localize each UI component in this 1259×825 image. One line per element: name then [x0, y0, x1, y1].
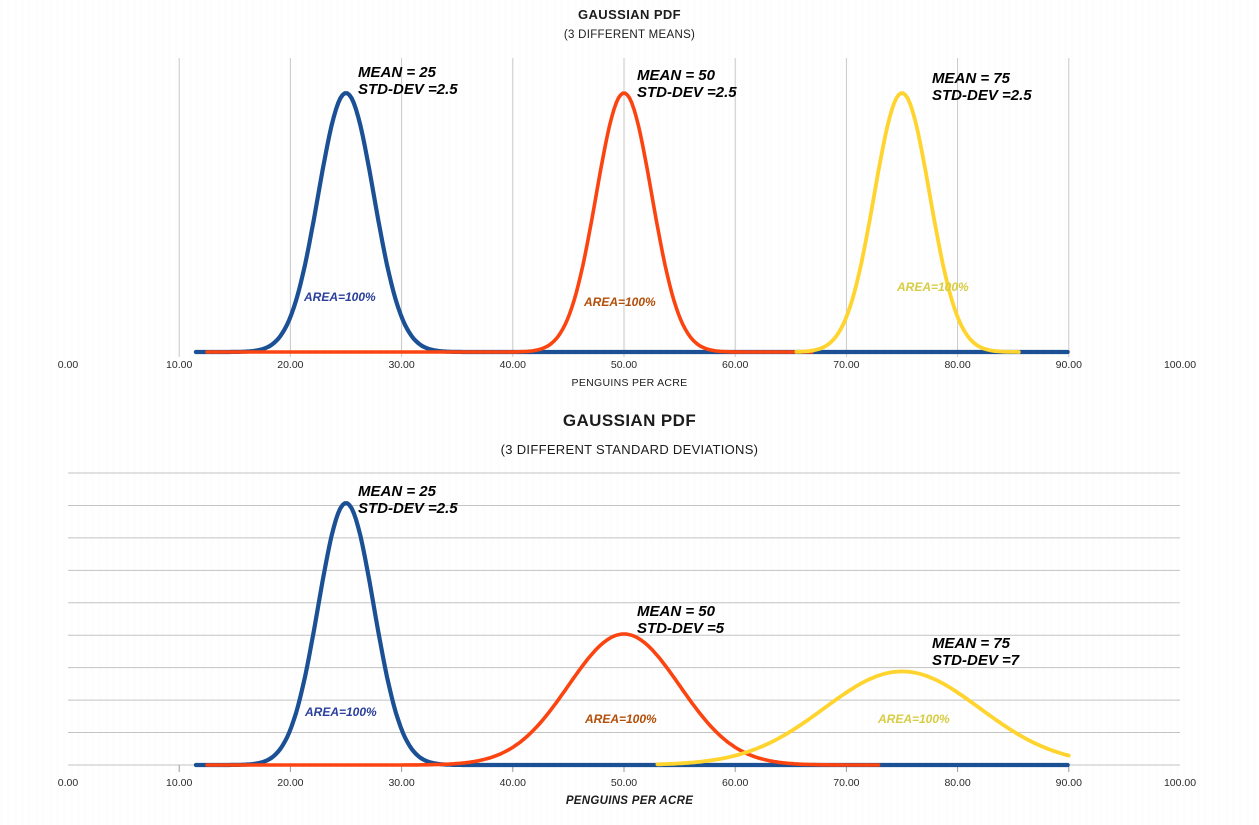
gaussian-curve-gaussian-mean-25-std-2.5 [193, 501, 1070, 768]
x-tick-label: 100.00 [1163, 359, 1197, 371]
gaussian-curve-gaussian-mean-25-std-2.5 [193, 91, 1070, 355]
chart-gaussian-stddevs: GAUSSIAN PDF (3 DIFFERENT STANDARD DEVIA… [0, 405, 1259, 825]
x-tick-label: 90.00 [1055, 359, 1082, 371]
mean-annotation-line: MEAN = 25 [358, 64, 436, 81]
x-axis-label: PENGUINS PER ACRE [571, 377, 688, 389]
stddev-annotation-line: STD-DEV =7 [932, 652, 1020, 670]
mean-std-annotation: MEAN = 25 STD-DEV =2.5 [358, 64, 458, 98]
x-tick-label: 60.00 [722, 777, 749, 789]
x-tick-label: 80.00 [944, 777, 971, 789]
gaussian-curves-plot-means [178, 58, 1070, 357]
gaussian-curve-gaussian-mean-50-std-2.5 [205, 91, 814, 354]
x-tick-label: 80.00 [944, 359, 971, 371]
chart-subtitle: (3 DIFFERENT MEANS) [563, 29, 696, 41]
x-axis-label: PENGUINS PER ACRE [565, 795, 694, 807]
area-label: AREA=100% [897, 280, 969, 294]
x-tick-label: 20.00 [277, 777, 304, 789]
mean-std-annotation: MEAN = 75 STD-DEV =7 [932, 635, 1019, 669]
x-tick-label: 90.00 [1055, 777, 1082, 789]
mean-std-annotation: MEAN = 25 STD-DEV =2.5 [358, 483, 458, 517]
mean-annotation-line: MEAN = 50 [637, 603, 715, 620]
stddev-annotation-line: STD-DEV =2.5 [358, 81, 458, 98]
x-tick-label: 50.00 [610, 777, 638, 789]
x-tick-label: 10.00 [166, 359, 193, 371]
x-tick-label: 100.00 [1163, 777, 1197, 789]
x-tick-label: 40.00 [499, 359, 526, 371]
x-tick-label: 0.00 [57, 777, 79, 789]
gaussian-curve-gaussian-mean-75-std-2.5 [794, 91, 1021, 354]
area-label: AREA=100% [305, 705, 377, 719]
x-tick-label: 60.00 [722, 359, 749, 371]
x-tick-label: 70.00 [833, 359, 860, 371]
stddev-annotation-line: STD-DEV =5 [637, 620, 725, 637]
mean-annotation-line: MEAN = 25 [358, 483, 436, 500]
gaussian-curves-plot-stddevs [68, 472, 1180, 772]
mean-std-annotation: MEAN = 75 STD-DEV =2.5 [932, 70, 1032, 104]
area-label: AREA=100% [585, 712, 657, 726]
gaussian-curve-gaussian-mean-75-std-7 [655, 669, 1071, 767]
area-label: AREA=100% [584, 295, 656, 309]
x-tick-label: 0.00 [57, 359, 79, 371]
x-tick-label: 10.00 [166, 777, 193, 789]
chart-gaussian-means: GAUSSIAN PDF (3 DIFFERENT MEANS) PENGUIN… [0, 0, 1259, 405]
mean-std-annotation: MEAN = 50 STD-DEV =2.5 [637, 67, 737, 101]
area-label: AREA=100% [878, 712, 950, 726]
mean-annotation-line: MEAN = 75 [932, 70, 1010, 87]
x-tick-label: 30.00 [388, 777, 415, 789]
x-tick-label: 20.00 [277, 359, 304, 371]
chart-title: GAUSSIAN PDF [577, 7, 682, 22]
gaussian-curve-gaussian-mean-50-std-5 [205, 632, 881, 767]
chart-title: GAUSSIAN PDF [562, 411, 697, 430]
chart-subtitle: (3 DIFFERENT STANDARD DEVIATIONS) [500, 442, 759, 457]
area-label: AREA=100% [304, 290, 376, 304]
stddev-annotation-line: STD-DEV =2.5 [637, 84, 737, 101]
mean-annotation-line: MEAN = 75 [932, 635, 1010, 653]
x-tick-label: 40.00 [499, 777, 526, 789]
stddev-annotation-line: STD-DEV =2.5 [358, 500, 458, 517]
mean-std-annotation: MEAN = 50 STD-DEV =5 [637, 603, 724, 637]
x-tick-label: 30.00 [388, 359, 415, 371]
x-tick-label: 70.00 [833, 777, 860, 789]
x-tick-label: 50.00 [610, 359, 638, 371]
stddev-annotation-line: STD-DEV =2.5 [932, 87, 1032, 104]
mean-annotation-line: MEAN = 50 [637, 67, 715, 84]
